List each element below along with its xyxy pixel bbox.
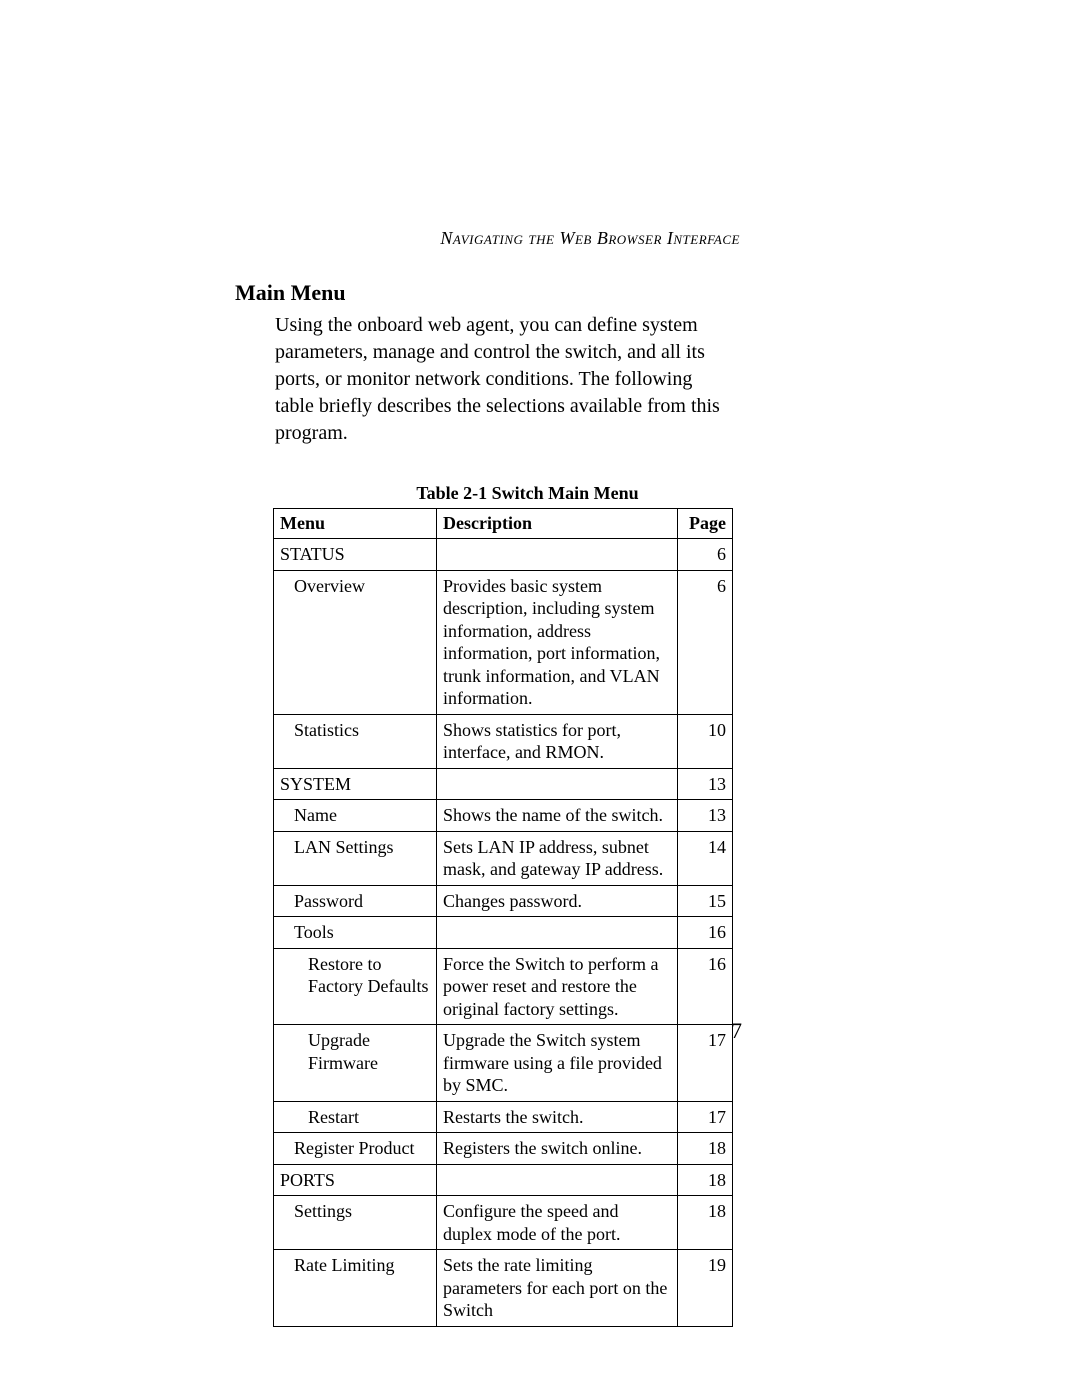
cell-page: 13	[678, 800, 733, 832]
cell-menu: Password	[274, 885, 437, 917]
cell-menu: PORTS	[274, 1164, 437, 1196]
cell-menu: LAN Settings	[274, 831, 437, 885]
cell-description	[437, 917, 678, 949]
table-row: LAN Settings Sets LAN IP address, subnet …	[274, 831, 733, 885]
table-row: Restart Restarts the switch.17	[274, 1101, 733, 1133]
table-row: Settings Configure the speed and duplex m…	[274, 1196, 733, 1250]
table-row: Overview Provides basic system descriptio…	[274, 570, 733, 714]
cell-menu: Register Product	[274, 1133, 437, 1165]
cell-menu: Rate Limiting	[274, 1250, 437, 1327]
cell-description: Force the Switch to perform a power rese…	[437, 948, 678, 1025]
menu-item-label: Settings	[280, 1200, 430, 1223]
section-title: Main Menu	[235, 280, 820, 306]
table-body: STATUS 6 Overview Provides basic system des…	[274, 539, 733, 1327]
cell-description	[437, 1164, 678, 1196]
table-caption: Table 2-1 Switch Main Menu	[235, 483, 820, 504]
table-row: Statistics Shows statistics for port, int…	[274, 714, 733, 768]
cell-page: 17	[678, 1101, 733, 1133]
menu-item-label: SYSTEM	[280, 774, 351, 794]
menu-item-label: Rate Limiting	[280, 1254, 430, 1277]
cell-description: Sets the rate limiting parameters for ea…	[437, 1250, 678, 1327]
cell-page: 15	[678, 885, 733, 917]
cell-page: 16	[678, 917, 733, 949]
cell-page: 6	[678, 570, 733, 714]
cell-description: Provides basic system description, inclu…	[437, 570, 678, 714]
menu-item-label: Restore to Factory Defaults	[280, 953, 430, 998]
table-row: STATUS 6	[274, 539, 733, 571]
cell-menu: Tools	[274, 917, 437, 949]
cell-menu: Restart	[274, 1101, 437, 1133]
cell-page: 6	[678, 539, 733, 571]
table-row: Password Changes password.15	[274, 885, 733, 917]
cell-menu: Restore to Factory Defaults	[274, 948, 437, 1025]
menu-item-label: Restart	[280, 1106, 430, 1129]
cell-description: Restarts the switch.	[437, 1101, 678, 1133]
table-row: Name Shows the name of the switch.13	[274, 800, 733, 832]
intro-paragraph: Using the onboard web agent, you can def…	[275, 312, 725, 447]
menu-item-label: Tools	[280, 921, 430, 944]
cell-menu: SYSTEM	[274, 768, 437, 800]
table-row: SYSTEM 13	[274, 768, 733, 800]
cell-page: 10	[678, 714, 733, 768]
cell-menu: Settings	[274, 1196, 437, 1250]
menu-item-label: Password	[280, 890, 430, 913]
menu-item-label: STATUS	[280, 544, 345, 564]
table-row: Register Product Registers the switch onl…	[274, 1133, 733, 1165]
cell-page: 18	[678, 1196, 733, 1250]
menu-item-label: Register Product	[280, 1137, 430, 1160]
cell-page: 14	[678, 831, 733, 885]
menu-item-label: Overview	[280, 575, 430, 598]
menu-item-label: Name	[280, 804, 430, 827]
cell-menu: Upgrade Firmware	[274, 1025, 437, 1102]
cell-description	[437, 539, 678, 571]
menu-item-label: LAN Settings	[280, 836, 430, 859]
table-row: Tools 16	[274, 917, 733, 949]
cell-page: 19	[678, 1250, 733, 1327]
cell-menu: Overview	[274, 570, 437, 714]
cell-menu: Name	[274, 800, 437, 832]
cell-page: 18	[678, 1164, 733, 1196]
col-header-description: Description	[437, 509, 678, 539]
table-row: Rate Limiting Sets the rate limiting para…	[274, 1250, 733, 1327]
table-row: Restore to Factory DefaultsForce the Swi…	[274, 948, 733, 1025]
cell-description: Sets LAN IP address, subnet mask, and ga…	[437, 831, 678, 885]
cell-page: 13	[678, 768, 733, 800]
cell-description: Upgrade the Switch system firmware using…	[437, 1025, 678, 1102]
col-header-menu: Menu	[274, 509, 437, 539]
table-row: PORTS 18	[274, 1164, 733, 1196]
menu-item-label: PORTS	[280, 1170, 335, 1190]
menu-item-label: Statistics	[280, 719, 430, 742]
cell-page: 17	[678, 1025, 733, 1102]
page-number: 7	[731, 1018, 742, 1044]
cell-description: Registers the switch online.	[437, 1133, 678, 1165]
cell-page: 16	[678, 948, 733, 1025]
cell-description: Changes password.	[437, 885, 678, 917]
switch-main-menu-table: Menu Description Page STATUS 6 Overview Pro…	[273, 508, 733, 1327]
menu-item-label: Upgrade Firmware	[280, 1029, 430, 1074]
cell-description: Configure the speed and duplex mode of t…	[437, 1196, 678, 1250]
cell-menu: Statistics	[274, 714, 437, 768]
cell-description: Shows statistics for port, interface, an…	[437, 714, 678, 768]
table-row: Upgrade FirmwareUpgrade the Switch syste…	[274, 1025, 733, 1102]
document-page: Navigating the Web Browser Interface Mai…	[0, 0, 1080, 1397]
cell-description: Shows the name of the switch.	[437, 800, 678, 832]
cell-page: 18	[678, 1133, 733, 1165]
table-header-row: Menu Description Page	[274, 509, 733, 539]
cell-description	[437, 768, 678, 800]
cell-menu: STATUS	[274, 539, 437, 571]
running-head: Navigating the Web Browser Interface	[440, 228, 740, 249]
col-header-page: Page	[678, 509, 733, 539]
